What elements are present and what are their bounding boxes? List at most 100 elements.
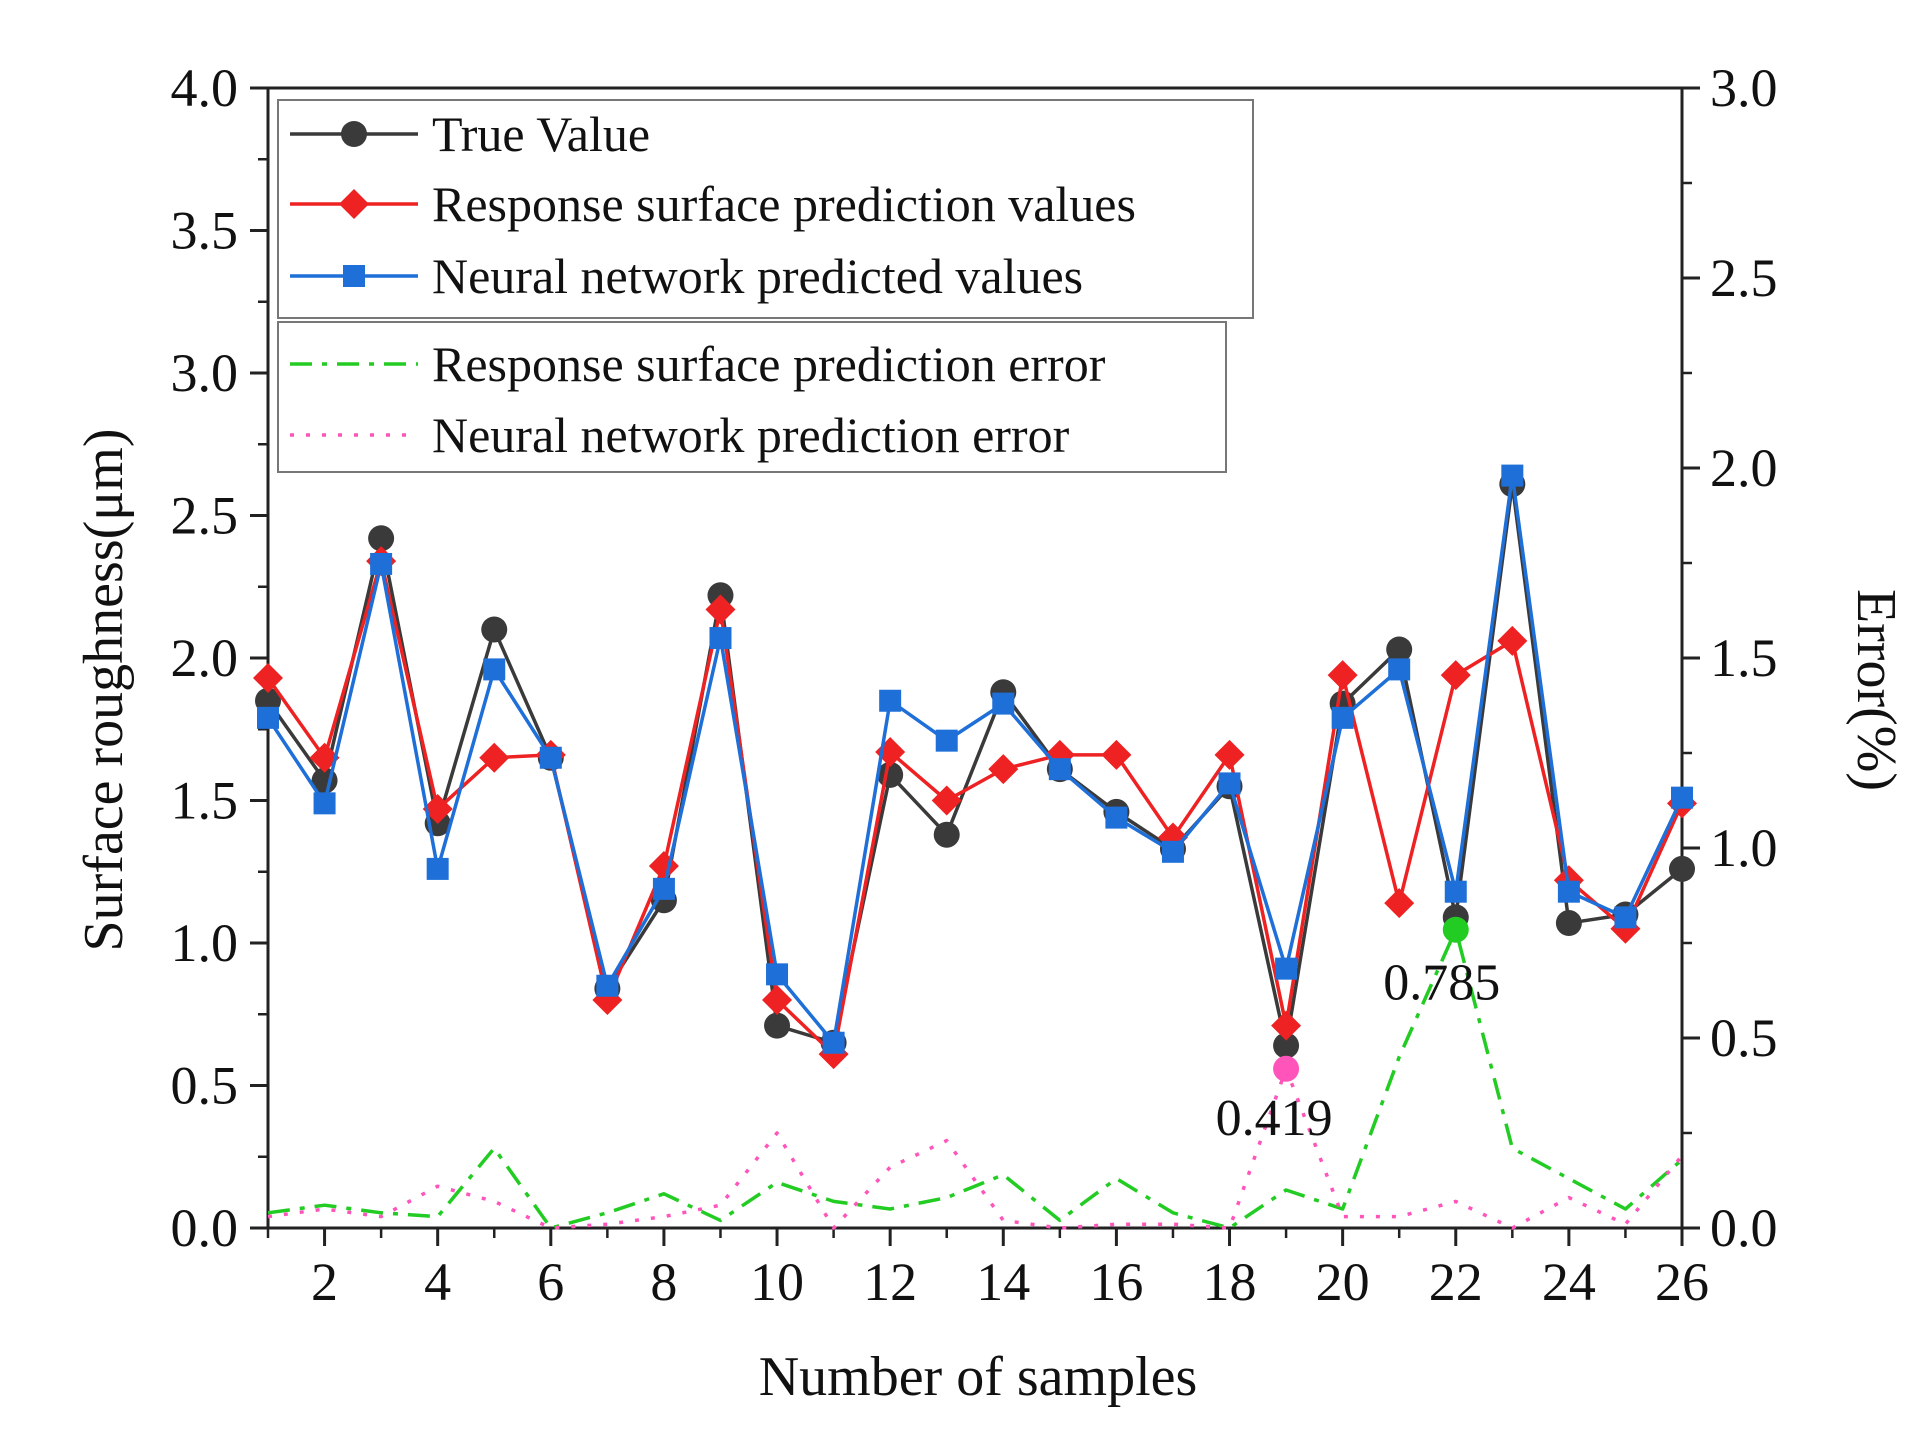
data-point-response-surface-prediction-values — [648, 851, 679, 882]
data-point-neural-network-predicted-values — [1218, 772, 1241, 795]
data-point-neural-network-predicted-values — [1501, 464, 1524, 487]
data-point-true-value — [933, 821, 960, 848]
x-axis-label: Number of samples — [759, 1346, 1198, 1408]
data-point-response-surface-prediction-values — [422, 794, 453, 825]
data-point-true-value — [764, 1012, 791, 1039]
y-right-tick-label: 3.0 — [1710, 58, 1778, 118]
data-point-neural-network-predicted-values — [1444, 880, 1467, 903]
data-point-response-surface-prediction-values — [1101, 739, 1132, 770]
y-left-tick-label: 2.0 — [171, 628, 239, 688]
data-point-neural-network-predicted-values — [1671, 786, 1693, 809]
data-point-response-surface-prediction-values — [479, 742, 510, 773]
data-point-neural-network-predicted-values — [1614, 906, 1637, 929]
data-point-response-surface-prediction-values — [253, 662, 283, 693]
x-tick-label: 10 — [750, 1252, 804, 1312]
y-right-tick-label: 2.5 — [1710, 248, 1778, 308]
legend-marker-response-surface-prediction-values — [339, 189, 369, 219]
data-point-neural-network-predicted-values — [935, 729, 958, 752]
y-left-tick-label: 1.0 — [171, 913, 239, 973]
data-point-response-surface-prediction-values — [1440, 660, 1471, 691]
x-tick-label: 8 — [650, 1252, 677, 1312]
data-point-neural-network-predicted-values — [1048, 758, 1071, 781]
data-point-response-surface-prediction-values — [762, 985, 793, 1015]
data-point-neural-network-predicted-values — [652, 877, 675, 900]
data-point-true-value — [1555, 910, 1582, 937]
data-point-response-surface-prediction-values — [705, 594, 736, 625]
y-left-tick-label: 4.0 — [171, 58, 239, 118]
legend-label-response-surface-prediction-values: Response surface prediction values — [432, 176, 1136, 232]
y-left-tick-label: 1.5 — [171, 771, 239, 831]
data-point-neural-network-predicted-values — [1557, 880, 1580, 903]
data-point-response-surface-prediction-values — [1497, 625, 1528, 656]
series-line-neural-network-prediction-error — [267, 1067, 1684, 1230]
y-left-tick-label: 3.5 — [171, 201, 239, 261]
legend-label-true-value: True Value — [432, 106, 650, 162]
annotation-marker — [1273, 1055, 1300, 1082]
y-left-tick-label: 0.0 — [171, 1198, 239, 1258]
data-point-neural-network-predicted-values — [257, 706, 279, 729]
data-point-true-value — [1386, 636, 1413, 663]
x-tick-label: 12 — [863, 1252, 917, 1312]
ticks-layer: 2 4 6 8 10 12 14 16 18 20 22 24 260.00.51.01.52.02.5… — [171, 58, 1778, 1312]
data-point-neural-network-predicted-values — [426, 857, 449, 880]
y-left-tick-label: 0.5 — [171, 1056, 239, 1116]
series-line-response-surface-prediction-error — [267, 927, 1684, 1230]
data-point-neural-network-predicted-values — [992, 692, 1015, 715]
data-point-response-surface-prediction-values — [1384, 888, 1415, 919]
x-tick-label: 4 — [424, 1252, 451, 1312]
y-left-tick-label: 2.5 — [171, 486, 239, 546]
legend-box-values — [277, 99, 1254, 319]
y-right-tick-label: 0.5 — [1710, 1008, 1778, 1068]
data-point-response-surface-prediction-values — [1271, 1010, 1302, 1041]
series-layer — [253, 464, 1697, 1230]
data-point-neural-network-predicted-values — [313, 792, 336, 815]
series-line-neural-network-predicted-values — [266, 473, 1684, 1045]
annotation-label: 0.419 — [1216, 1090, 1333, 1147]
y-left-tick-label: 3.0 — [171, 343, 239, 403]
legend-box-errors — [277, 321, 1227, 473]
y-right-tick-label: 2.0 — [1710, 438, 1778, 498]
data-point-neural-network-predicted-values — [1105, 806, 1128, 829]
data-point-response-surface-prediction-values — [988, 754, 1019, 785]
legend-label-neural-network-prediction-error: Neural network prediction error — [432, 407, 1070, 463]
data-point-neural-network-predicted-values — [1388, 658, 1411, 681]
legend-label-response-surface-prediction-error: Response surface prediction error — [432, 336, 1106, 392]
x-tick-label: 22 — [1429, 1252, 1483, 1312]
data-point-neural-network-predicted-values — [370, 552, 393, 575]
annotation-marker — [1442, 916, 1469, 943]
annotation-layer: 0.785 0.419 — [1216, 916, 1500, 1147]
data-point-true-value — [368, 525, 395, 552]
data-point-response-surface-prediction-values — [1214, 739, 1245, 770]
data-point-neural-network-predicted-values — [1275, 957, 1298, 980]
data-point-true-value — [1669, 855, 1695, 882]
x-tick-label: 24 — [1542, 1252, 1596, 1312]
data-point-neural-network-predicted-values — [596, 974, 619, 997]
annotation-label: 0.785 — [1383, 955, 1500, 1012]
legend-marker-neural-network-predicted-values — [343, 265, 365, 287]
data-point-response-surface-prediction-values — [931, 785, 962, 816]
x-tick-label: 20 — [1316, 1252, 1370, 1312]
x-tick-label: 6 — [537, 1252, 564, 1312]
series-line-true-value — [266, 482, 1684, 1048]
data-point-neural-network-predicted-values — [822, 1031, 845, 1054]
data-point-response-surface-prediction-values — [1327, 660, 1358, 691]
legend-label-neural-network-predicted-values: Neural network predicted values — [432, 248, 1083, 304]
data-point-neural-network-predicted-values — [483, 658, 506, 681]
legend: True Value Response surface prediction va… — [277, 99, 1254, 473]
y-axis-right-label: Error(%) — [1845, 589, 1907, 791]
data-point-neural-network-predicted-values — [766, 963, 789, 986]
data-point-neural-network-predicted-values — [1161, 840, 1184, 863]
y-axis-left-label: Surface roughness(μm) — [73, 429, 135, 952]
legend-marker-true-value — [341, 121, 367, 147]
x-tick-label: 26 — [1655, 1252, 1709, 1312]
y-right-tick-label: 1.5 — [1710, 628, 1778, 688]
x-tick-label: 16 — [1089, 1252, 1143, 1312]
data-point-neural-network-predicted-values — [539, 746, 562, 769]
data-point-neural-network-predicted-values — [1331, 706, 1354, 729]
y-right-tick-label: 0.0 — [1710, 1198, 1778, 1258]
x-tick-label: 18 — [1203, 1252, 1257, 1312]
data-point-true-value — [481, 616, 508, 643]
data-point-neural-network-predicted-values — [879, 689, 902, 712]
x-tick-label: 2 — [311, 1252, 338, 1312]
